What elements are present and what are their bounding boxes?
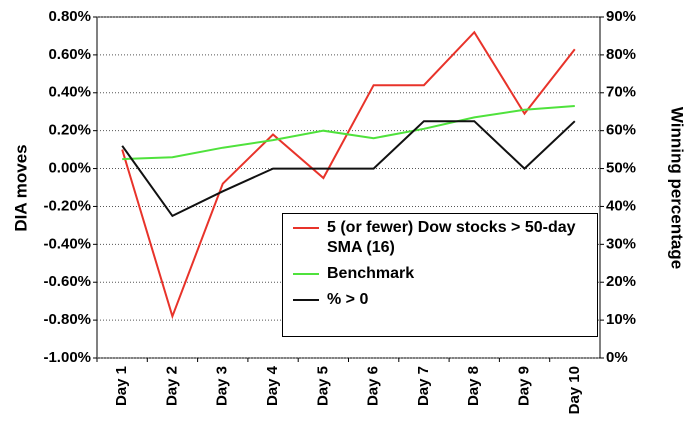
x-tick-label: Day 1 xyxy=(113,366,130,406)
x-tick-label: Day 4 xyxy=(264,365,281,406)
legend-swatch xyxy=(293,227,319,229)
y-axis-label: DIA moves xyxy=(11,144,30,231)
legend: 5 (or fewer) Dow stocks > 50-day SMA (16… xyxy=(282,213,598,337)
x-tick-label: Day 5 xyxy=(314,366,331,406)
series-line xyxy=(122,105,575,161)
legend-label: Benchmark xyxy=(327,265,415,282)
y2-tick-label: 20% xyxy=(606,273,636,290)
y2-tick-label: 30% xyxy=(606,235,636,252)
x-tick-label: Day 9 xyxy=(516,366,533,406)
legend-item: % > 0 xyxy=(289,290,591,310)
y-tick-label: -0.20% xyxy=(43,197,91,214)
legend-label: % > 0 xyxy=(327,291,369,308)
y-tick-label: 0.60% xyxy=(48,46,91,63)
legend-swatch xyxy=(293,273,319,275)
legend-swatch xyxy=(293,299,319,301)
y2-tick-label: 60% xyxy=(606,122,636,139)
y2-tick-label: 0% xyxy=(606,349,628,366)
y-tick-label: -0.60% xyxy=(43,273,91,290)
y2-tick-label: 10% xyxy=(606,311,636,328)
x-tick-label: Day 6 xyxy=(365,366,382,406)
x-tick-label: Day 2 xyxy=(163,366,180,406)
y2-tick-label: 50% xyxy=(606,160,636,177)
y2-tick-label: 70% xyxy=(606,84,636,101)
y-tick-label: -1.00% xyxy=(43,349,91,366)
legend-item: Benchmark xyxy=(289,264,591,284)
series-line xyxy=(121,120,576,218)
y-tick-label: 0.00% xyxy=(48,160,91,177)
y2-tick-label: 90% xyxy=(606,8,636,25)
legend-label: 5 (or fewer) Dow stocks > 50-day SMA (16… xyxy=(327,219,576,256)
y-tick-label: 0.80% xyxy=(48,8,91,25)
y-tick-label: 0.40% xyxy=(48,84,91,101)
y2-axis-label: Winning percentage xyxy=(668,107,687,269)
y2-tick-label: 40% xyxy=(606,197,636,214)
series-line xyxy=(121,30,576,320)
y-tick-label: 0.20% xyxy=(48,122,91,139)
x-tick-label: Day 3 xyxy=(214,366,231,406)
y-tick-label: -0.80% xyxy=(43,311,91,328)
y2-tick-label: 80% xyxy=(606,46,636,63)
x-tick-label: Day 10 xyxy=(566,366,583,414)
y-tick-label: -0.40% xyxy=(43,235,91,252)
x-tick-label: Day 8 xyxy=(465,366,482,406)
legend-item: 5 (or fewer) Dow stocks > 50-day SMA (16… xyxy=(289,218,591,258)
x-tick-label: Day 7 xyxy=(415,366,432,406)
